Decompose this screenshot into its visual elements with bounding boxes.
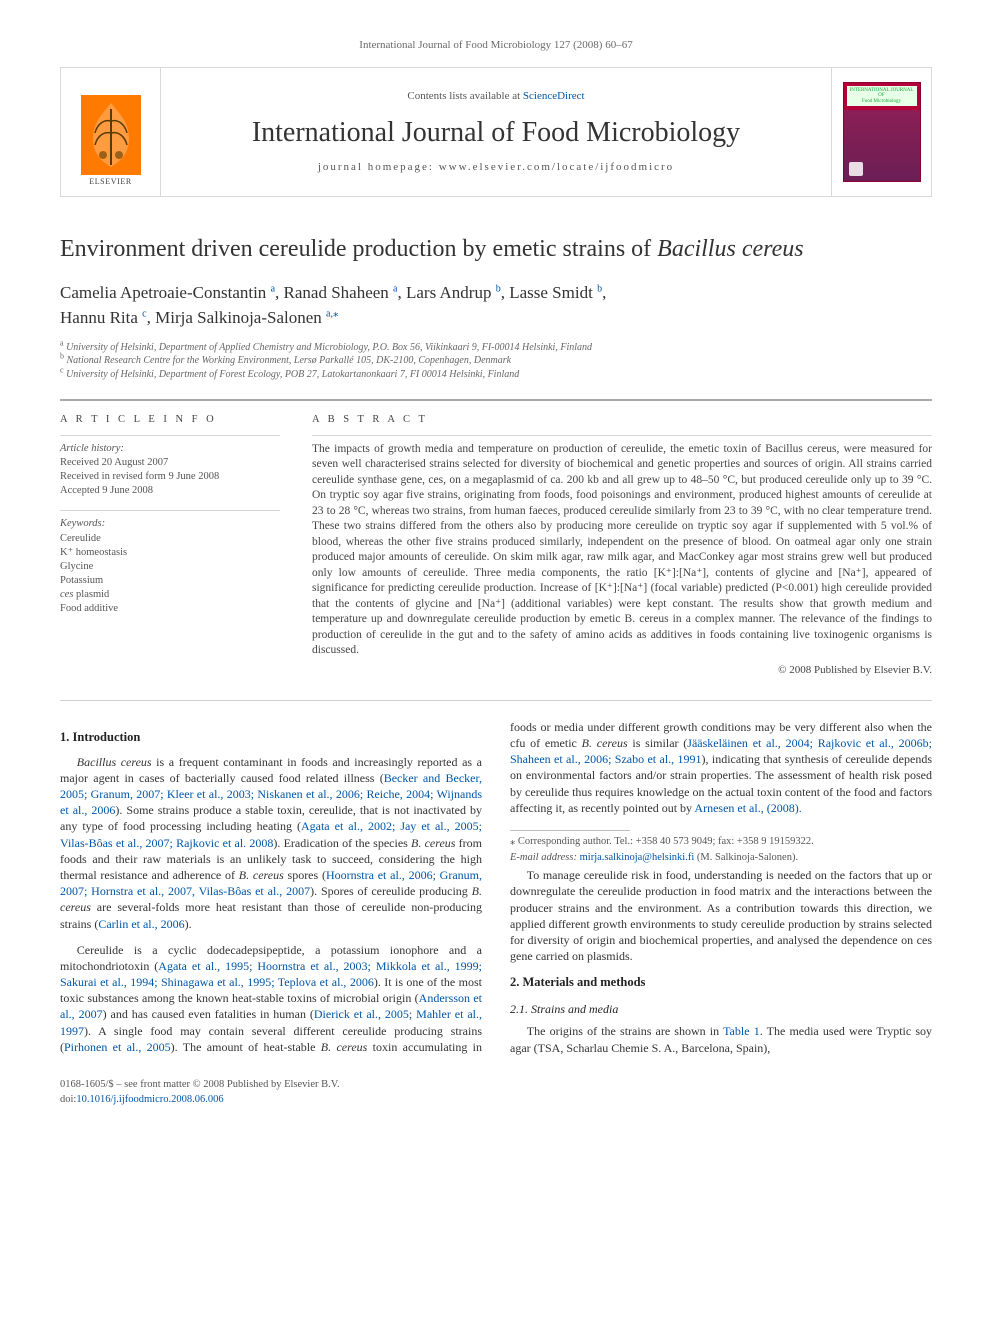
- section-mm-head: 2. Materials and methods: [510, 974, 932, 991]
- keyword: Glycine: [60, 560, 280, 574]
- history-revised: Received in revised form 9 June 2008: [60, 470, 280, 484]
- corresponding-note: ⁎ Corresponding author. Tel.: +358 40 57…: [510, 835, 932, 849]
- author-list: Camelia Apetroaie-Constantin a, Ranad Sh…: [60, 281, 932, 330]
- publisher-wordmark: ELSEVIER: [89, 177, 132, 188]
- article-title: Environment driven cereulide production …: [60, 233, 932, 265]
- sep: , Mirja Salkinoja-Salonen: [147, 308, 326, 327]
- elsevier-tree-icon: ELSEVIER: [75, 88, 147, 188]
- sep: , Lars Andrup: [398, 283, 496, 302]
- article-info-column: A R T I C L E I N F O Article history: R…: [60, 413, 280, 678]
- copyright: © 2008 Published by Elsevier B.V.: [312, 663, 932, 678]
- body-columns: 1. Introduction Bacillus cereus is a fre…: [60, 719, 932, 1061]
- keyword: ces plasmid: [60, 588, 280, 602]
- affiliation-c: University of Helsinki, Department of Fo…: [66, 369, 519, 380]
- keyword: Potassium: [60, 574, 280, 588]
- title-plain: Environment driven cereulide production …: [60, 236, 657, 262]
- abstract-label: A B S T R A C T: [312, 413, 932, 427]
- contents-prefix: Contents lists available at: [407, 90, 522, 102]
- doi-prefix: doi:: [60, 1094, 76, 1105]
- history-accepted: Accepted 9 June 2008: [60, 484, 280, 498]
- footnotes: ⁎ Corresponding author. Tel.: +358 40 57…: [510, 835, 932, 865]
- citation[interactable]: Arnesen et al., (2008).: [694, 801, 801, 815]
- mm-p1: The origins of the strains are shown in …: [510, 1023, 932, 1055]
- citation[interactable]: Carlin et al., 2006: [98, 917, 184, 931]
- rule-top: [60, 399, 932, 401]
- masthead-center: Contents lists available at ScienceDirec…: [161, 68, 831, 196]
- keywords-head: Keywords:: [60, 517, 280, 531]
- footnote-rule: [510, 830, 630, 831]
- sciencedirect-link[interactable]: ScienceDirect: [523, 90, 585, 102]
- journal-cover-thumb: INTERNATIONAL JOURNAL OF Food Microbiolo…: [831, 68, 931, 196]
- section-intro-head: 1. Introduction: [60, 729, 482, 746]
- contents-line: Contents lists available at ScienceDirec…: [407, 89, 584, 104]
- table-ref[interactable]: Table 1: [723, 1024, 760, 1038]
- masthead: ELSEVIER Contents lists available at Sci…: [60, 67, 932, 197]
- doi-link[interactable]: 10.1016/j.ijfoodmicro.2008.06.006: [76, 1094, 223, 1105]
- author-5: Hannu Rita: [60, 308, 142, 327]
- journal-name: International Journal of Food Microbiolo…: [252, 114, 740, 152]
- history-received: Received 20 August 2007: [60, 456, 280, 470]
- affiliation-b: National Research Centre for the Working…: [67, 355, 512, 366]
- sep: , Lasse Smidt: [501, 283, 597, 302]
- keyword: K⁺ homeostasis: [60, 546, 280, 560]
- keyword: Food additive: [60, 602, 280, 616]
- author-1: Camelia Apetroaie-Constantin: [60, 283, 271, 302]
- sep: ,: [602, 283, 606, 302]
- email-note: E-mail address: mirja.salkinoja@helsinki…: [510, 851, 932, 865]
- publisher-logo: ELSEVIER: [61, 68, 161, 196]
- intro-p1: Bacillus cereus is a frequent contaminan…: [60, 754, 482, 932]
- cover-caption-1: INTERNATIONAL JOURNAL OF: [850, 88, 914, 99]
- rule-mid: [60, 700, 932, 701]
- keyword: Cereulide: [60, 532, 280, 546]
- title-italic: Bacillus cereus: [657, 236, 803, 262]
- issn-line: 0168-1605/$ – see front matter © 2008 Pu…: [60, 1078, 932, 1092]
- author-6-aff: a,: [326, 308, 333, 319]
- cover-caption-2: Food Microbiology: [862, 99, 901, 104]
- section-sm-head: 2.1. Strains and media: [510, 1001, 932, 1017]
- corresponding-author-icon: ⁎: [333, 307, 339, 319]
- article-info-label: A R T I C L E I N F O: [60, 413, 280, 427]
- sep: , Ranad Shaheen: [275, 283, 393, 302]
- intro-p3: To manage cereulide risk in food, unders…: [510, 867, 932, 964]
- journal-homepage: journal homepage: www.elsevier.com/locat…: [318, 160, 674, 175]
- abstract-text: The impacts of growth media and temperat…: [312, 442, 932, 659]
- page-footer: 0168-1605/$ – see front matter © 2008 Pu…: [60, 1078, 932, 1106]
- email-link[interactable]: mirja.salkinoja@helsinki.fi: [580, 852, 695, 863]
- abstract-column: A B S T R A C T The impacts of growth me…: [312, 413, 932, 678]
- running-head: International Journal of Food Microbiolo…: [60, 38, 932, 53]
- affiliation-a: University of Helsinki, Department of Ap…: [66, 342, 592, 353]
- citation[interactable]: Pirhonen et al., 2005: [64, 1040, 171, 1054]
- history-head: Article history:: [60, 442, 280, 456]
- affiliations: a University of Helsinki, Department of …: [60, 341, 932, 382]
